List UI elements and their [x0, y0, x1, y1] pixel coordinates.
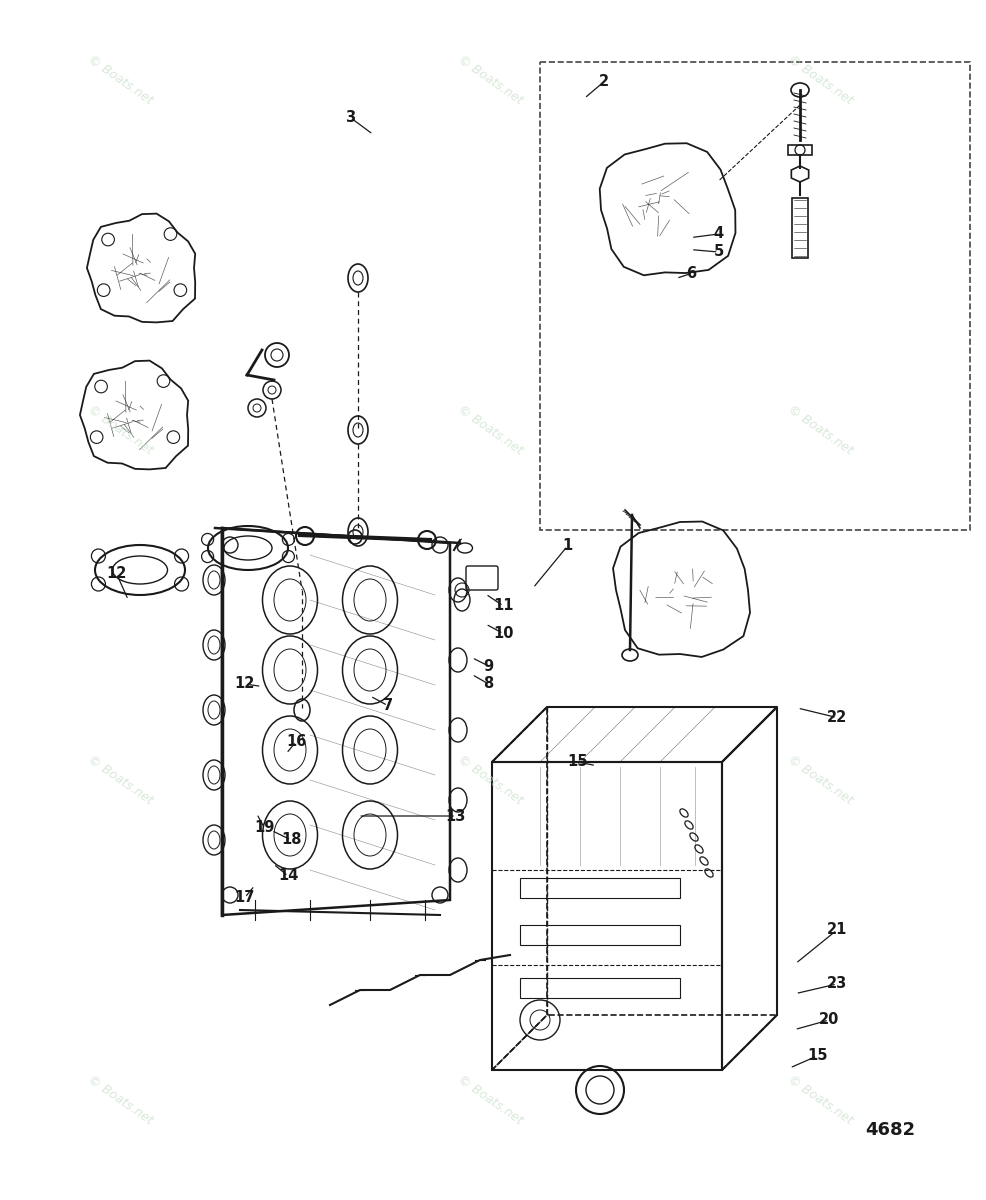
Text: 7: 7 [383, 698, 392, 713]
Text: 6: 6 [685, 266, 695, 281]
Text: 20: 20 [818, 1013, 838, 1027]
Text: © Boats.net: © Boats.net [85, 53, 155, 107]
Bar [520, 978, 679, 998]
Bar [787, 145, 811, 155]
Text: 2: 2 [599, 74, 608, 89]
Bar [520, 878, 679, 898]
Text: 21: 21 [826, 923, 846, 937]
Text: 18: 18 [281, 833, 301, 847]
Text: 17: 17 [235, 890, 254, 905]
Text: 13: 13 [446, 809, 465, 823]
Text: 19: 19 [254, 821, 274, 835]
Bar [520, 925, 679, 946]
Text: © Boats.net: © Boats.net [455, 403, 525, 457]
Text: 15: 15 [567, 755, 587, 769]
Text: 1: 1 [562, 539, 572, 553]
Text: © Boats.net: © Boats.net [455, 1073, 525, 1127]
Text: © Boats.net: © Boats.net [455, 752, 525, 808]
Text: © Boats.net: © Boats.net [784, 752, 854, 808]
Text: 3: 3 [345, 110, 355, 125]
Text: 4682: 4682 [864, 1121, 914, 1139]
Text: 9: 9 [483, 659, 493, 673]
Text: © Boats.net: © Boats.net [784, 1073, 854, 1127]
Text: 14: 14 [278, 869, 298, 883]
Text: © Boats.net: © Boats.net [85, 752, 155, 808]
Text: © Boats.net: © Boats.net [85, 403, 155, 457]
Text: 15: 15 [807, 1049, 826, 1063]
Text: 11: 11 [493, 599, 513, 613]
Text: © Boats.net: © Boats.net [455, 53, 525, 107]
Text: © Boats.net: © Boats.net [85, 1073, 155, 1127]
Text: 22: 22 [826, 710, 846, 725]
Text: 5: 5 [713, 245, 723, 259]
Bar [791, 198, 808, 258]
Text: 8: 8 [483, 677, 493, 691]
Text: 16: 16 [286, 734, 306, 749]
Text: 4: 4 [713, 227, 723, 241]
Bar [539, 62, 969, 530]
Text: 12: 12 [106, 566, 126, 581]
Text: 10: 10 [493, 626, 513, 641]
Text: 23: 23 [826, 977, 846, 991]
Text: © Boats.net: © Boats.net [784, 53, 854, 107]
Text: © Boats.net: © Boats.net [784, 403, 854, 457]
Text: 12: 12 [235, 677, 254, 691]
